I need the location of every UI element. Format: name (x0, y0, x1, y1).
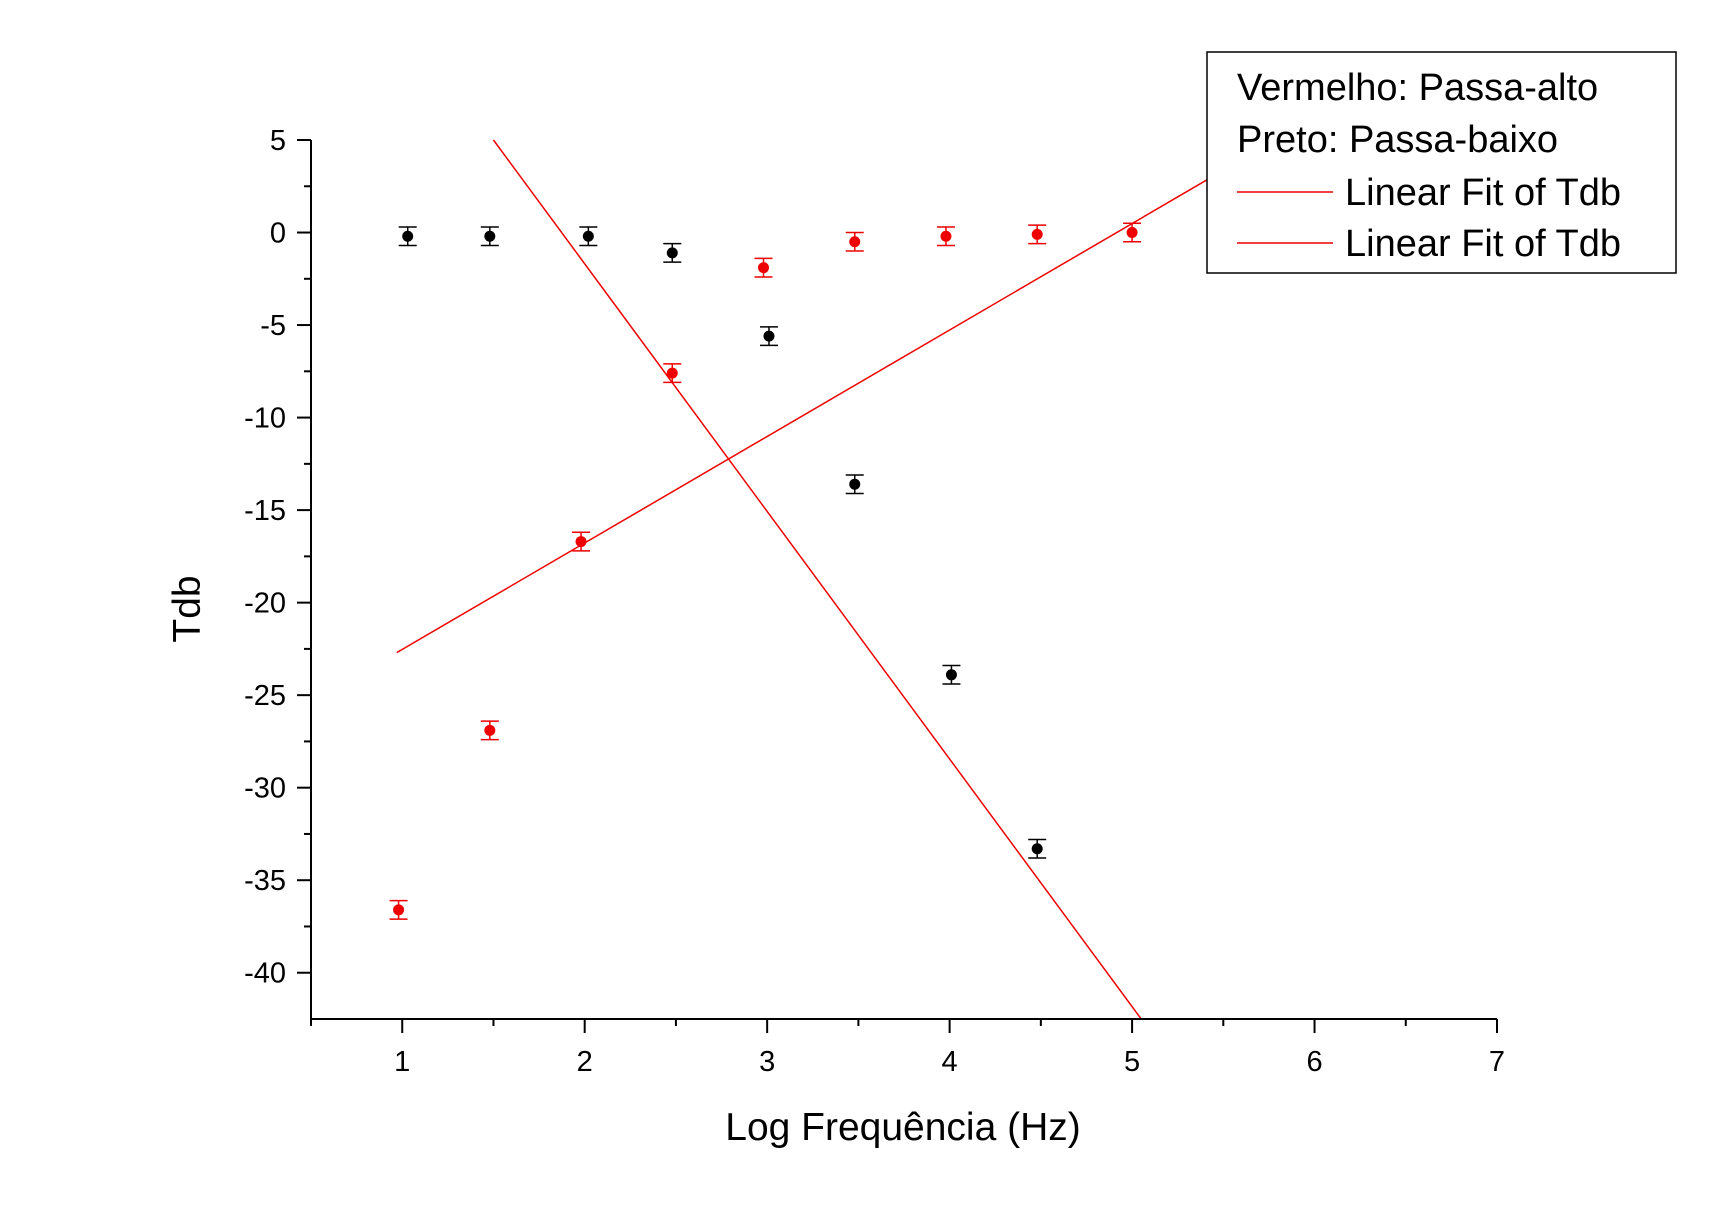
fit-line-1 (396, 143, 1270, 654)
x-axis-title: Log Frequência (Hz) (725, 1106, 1081, 1149)
low-pass-point (484, 230, 496, 242)
low-pass-point (1031, 843, 1043, 855)
low-pass-point (402, 230, 414, 242)
high-pass-point (666, 367, 678, 379)
y-axis: 5 0 -5 -10 -15 -20 -25 -30 -35 -40 (244, 125, 312, 1019)
high-pass-point (1126, 227, 1138, 239)
x-tick-label: 2 (577, 1046, 593, 1078)
high-pass-point (940, 230, 952, 242)
high-pass-point (758, 262, 770, 274)
fit-lines (396, 139, 1270, 1019)
data-points (389, 222, 1142, 920)
low-pass-point (666, 247, 678, 259)
x-tick-label: 5 (1124, 1046, 1140, 1078)
legend-note-high-pass: Vermelho: Passa-alto (1237, 67, 1598, 109)
y-tick-label: 5 (270, 125, 286, 157)
y-tick-label: -10 (244, 403, 286, 435)
y-tick-label: -40 (244, 958, 286, 990)
y-tick-label: 0 (270, 218, 286, 250)
high-pass-point (849, 236, 861, 248)
y-tick-label: -20 (244, 588, 286, 620)
low-pass-point (945, 669, 957, 681)
y-tick-label: -35 (244, 865, 286, 897)
x-tick-label: 7 (1489, 1046, 1505, 1078)
high-pass-point (575, 536, 587, 548)
legend-entry-fit-1: Linear Fit of Tdb (1345, 172, 1621, 214)
x-tick-label: 4 (942, 1046, 958, 1078)
legend: Vermelho: Passa-alto Preto: Passa-baixo … (1206, 51, 1677, 274)
y-tick-label: -30 (244, 773, 286, 805)
high-pass-point (393, 904, 405, 916)
x-tick-label: 6 (1306, 1046, 1322, 1078)
legend-entry-fit-2: Linear Fit of Tdb (1345, 223, 1621, 265)
y-axis-title: Tdb (166, 575, 209, 642)
x-axis: 1 2 3 4 5 6 7 (310, 1018, 1505, 1078)
high-pass-point (1031, 228, 1043, 240)
legend-note-low-pass: Preto: Passa-baixo (1237, 119, 1558, 161)
legend-box (1206, 51, 1677, 274)
x-tick-label: 3 (759, 1046, 775, 1078)
y-tick-label: -5 (260, 310, 286, 342)
x-tick-label: 1 (394, 1046, 410, 1078)
fit-line-2 (492, 139, 1142, 1019)
low-pass-point (582, 230, 594, 242)
y-tick-label: -15 (244, 495, 286, 527)
y-tick-label: -25 (244, 680, 286, 712)
low-pass-point (763, 330, 775, 342)
high-pass-point (484, 724, 496, 736)
low-pass-point (849, 478, 861, 490)
